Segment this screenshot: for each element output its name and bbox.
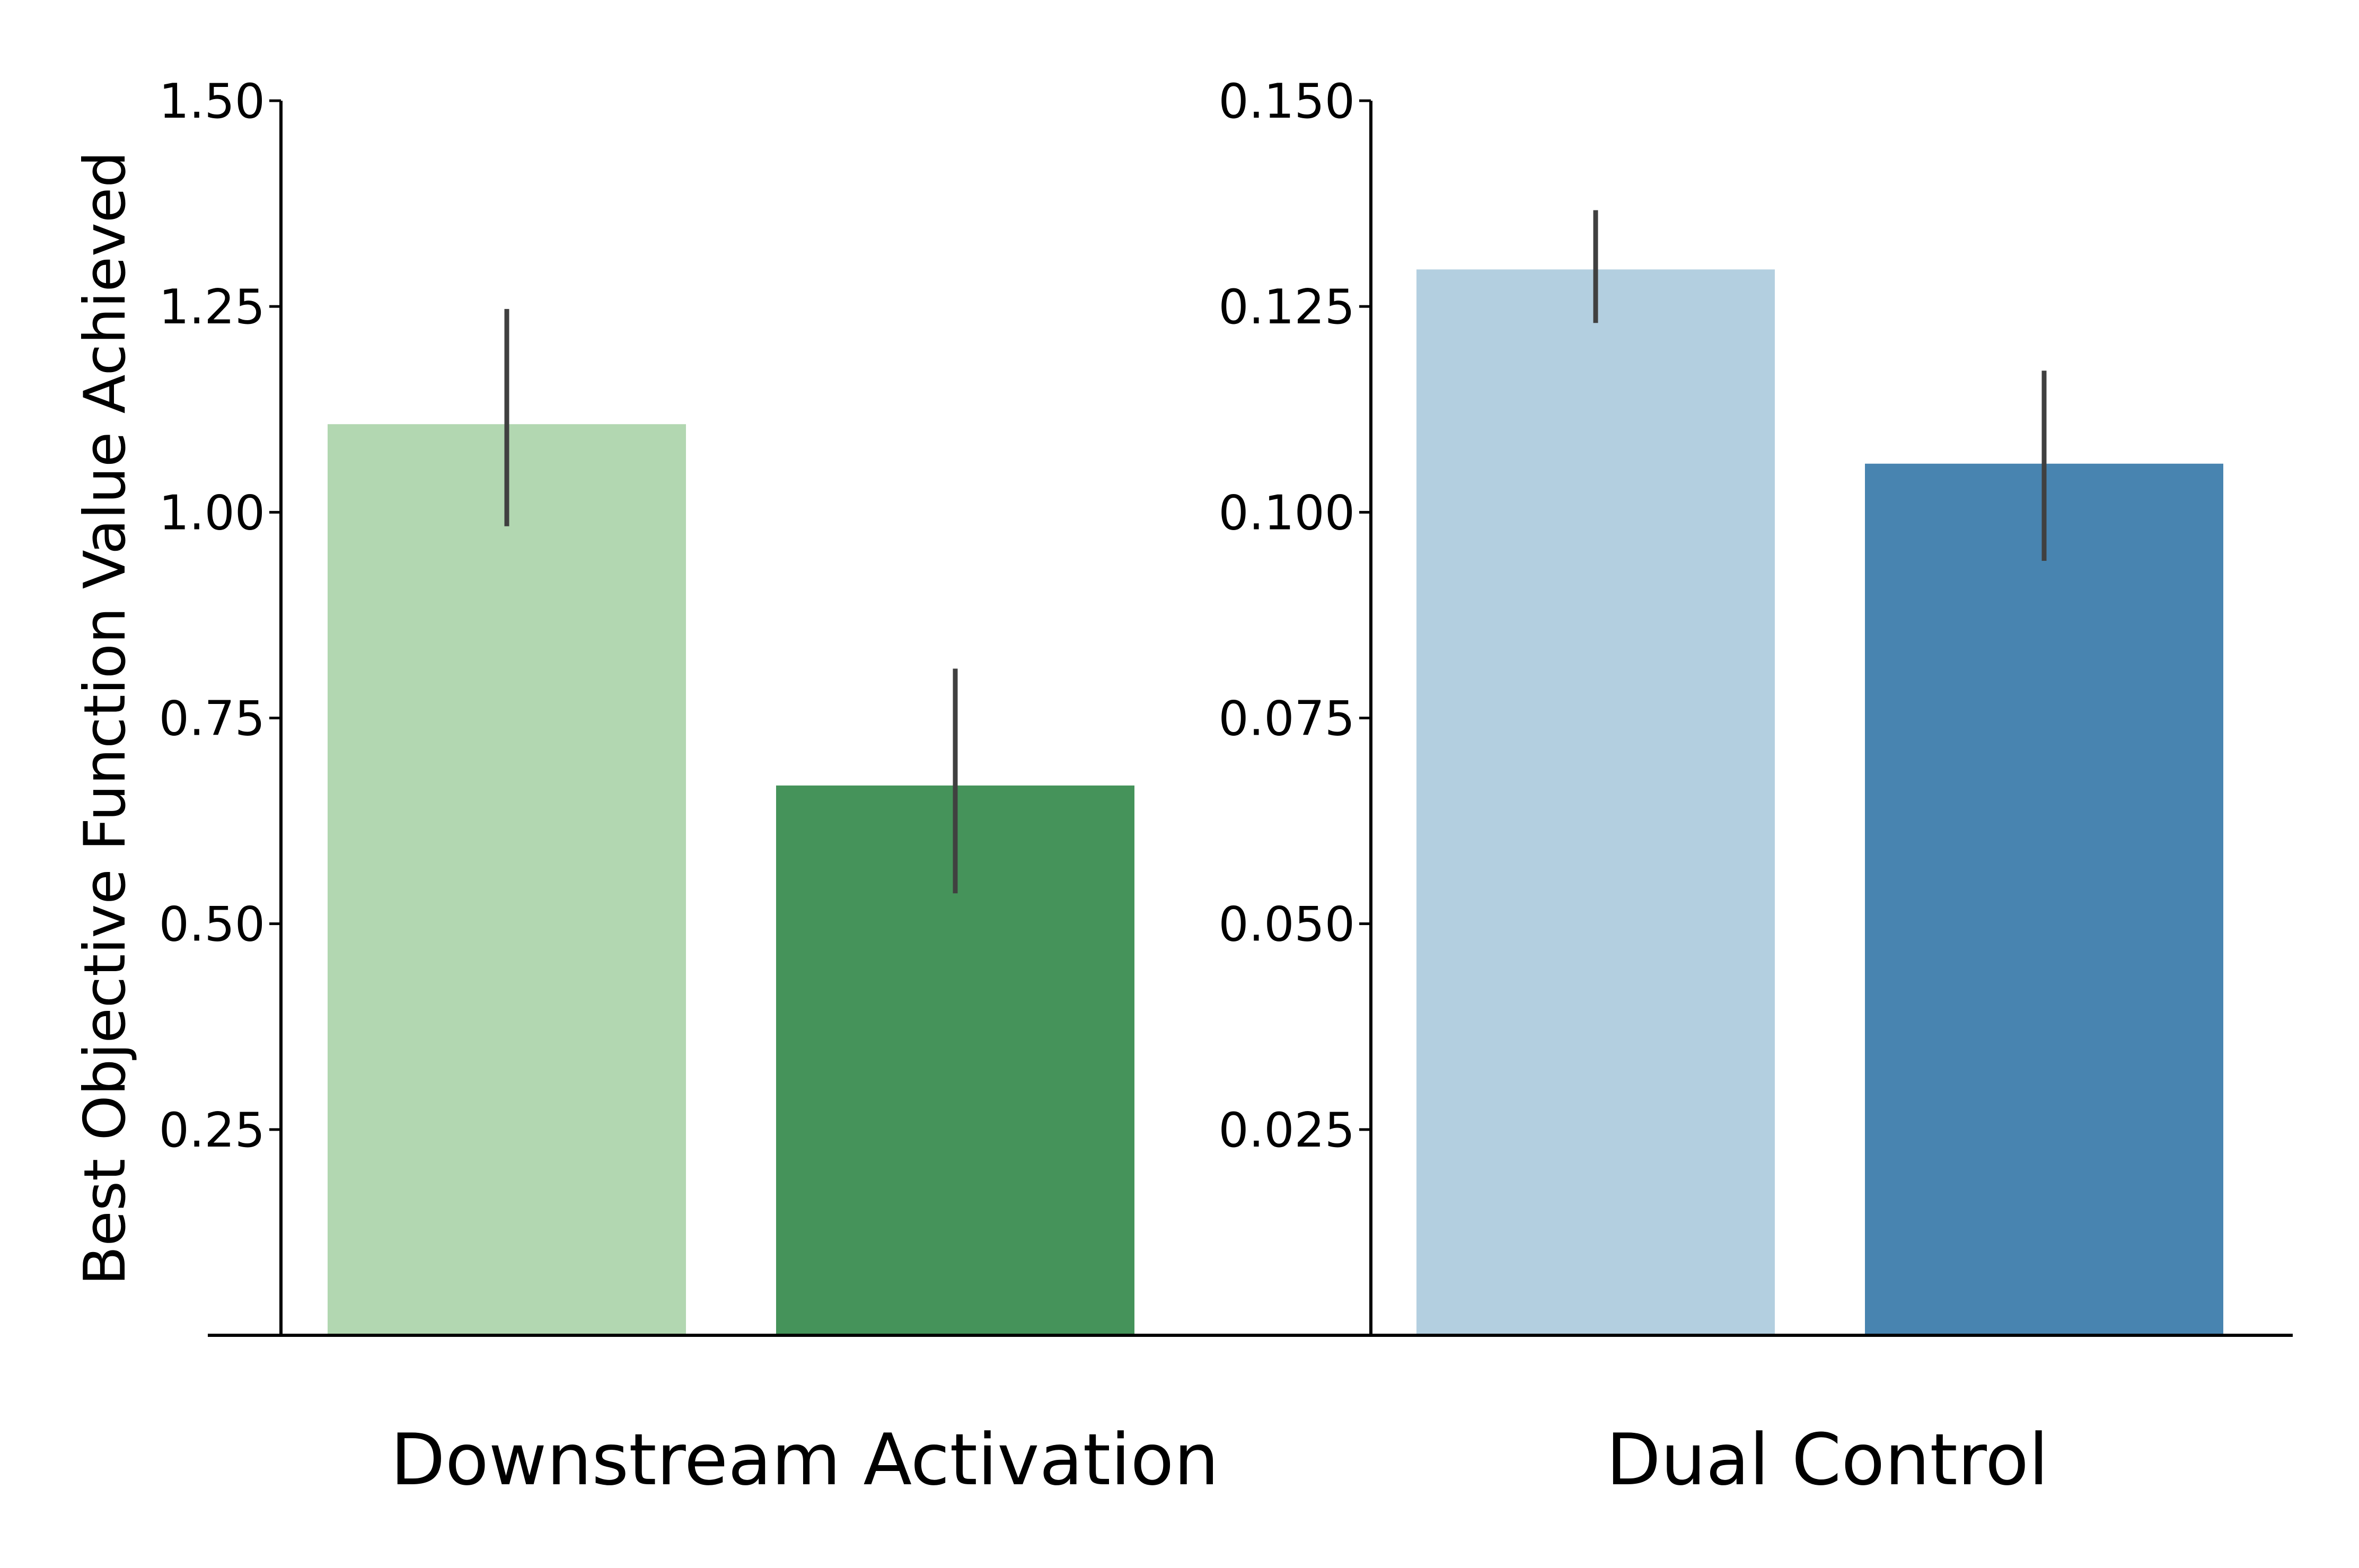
bar-2-2 — [1865, 463, 2223, 1335]
chart-panels: 0.25 0.50 0.75 1.00 1.25 1.50 Downstream Activ… — [159, 74, 2223, 1501]
y-tick-label-2-1: 0.025 — [1218, 1103, 1355, 1158]
y-tick-label-2-4: 0.100 — [1218, 485, 1355, 541]
y-tick-label-2-2: 0.050 — [1218, 897, 1355, 953]
panel-2: 0.025 0.050 0.075 0.100 0.125 0.150 Dual Contr… — [1218, 74, 2223, 1501]
y-tick-label-1-3: 0.75 — [159, 691, 265, 747]
panel-1: 0.25 0.50 0.75 1.00 1.25 1.50 Downstream Activ… — [159, 74, 1219, 1501]
y-tick-label-1-1: 0.25 — [159, 1103, 265, 1158]
y-tick-label-1-6: 1.50 — [159, 74, 265, 129]
group-label-2: Dual Control — [1606, 1419, 2048, 1501]
bar-1-1 — [328, 424, 686, 1335]
y-axis-label: Best Objective Function Value Achieved — [72, 151, 138, 1285]
group-label-1: Downstream Activation — [391, 1419, 1219, 1501]
y-tick-label-2-3: 0.075 — [1218, 691, 1355, 747]
y-tick-label-2-5: 0.125 — [1218, 279, 1355, 335]
y-tick-label-1-2: 0.50 — [159, 897, 265, 953]
y-tick-label-1-4: 1.00 — [159, 485, 265, 541]
y-tick-label-2-6: 0.150 — [1218, 74, 1355, 129]
y-tick-label-1-5: 1.25 — [159, 279, 265, 335]
bar-2-1 — [1416, 269, 1775, 1336]
